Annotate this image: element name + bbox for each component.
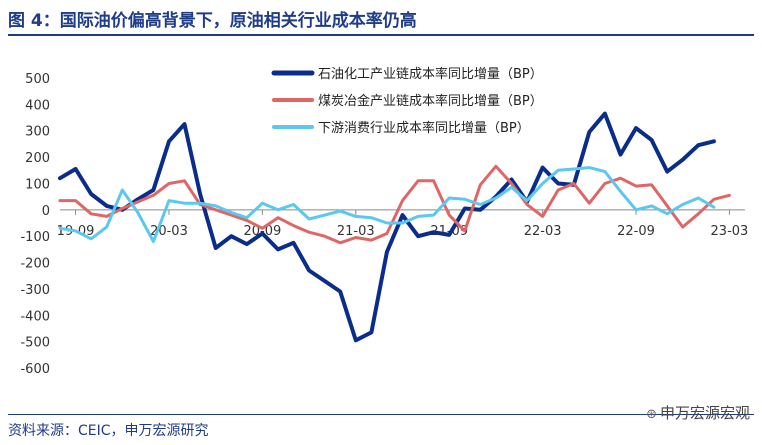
y-tick-label: -500 [20,336,50,351]
series-line-3 [58,166,716,243]
y-tick-label: -400 [20,309,50,324]
legend: 石油化工产业链成本率同比增量（BP） 煤炭冶金产业链成本率同比增量（BP） 下游消费… [271,66,543,136]
y-axis-ticks: 500 400 300 200 100 0 -100 -200 -300 -400 -500 -600 [20,72,50,377]
source-note: 资料来源：CEIC，申万宏源研究 [8,423,209,439]
watermark-text: 申万宏源宏观 [659,404,750,422]
x-tick-label: 22-09 [617,224,655,239]
series-line-1 [58,111,716,343]
legend-label-3: 下游消费行业成本率同比增量（BP） [318,120,530,136]
y-tick-label: 400 [25,98,50,113]
x-tick-label: 21-03 [337,224,375,239]
y-tick-label: -600 [20,362,50,377]
y-tick-label: -300 [20,283,50,298]
y-tick-label: -200 [20,257,50,272]
y-tick-label: 200 [25,151,50,166]
x-tick-label: 22-03 [524,224,562,239]
y-tick-label: -100 [20,230,50,245]
title-underline [8,34,754,36]
x-tick-label: 23-03 [711,224,749,239]
watermark: ⊛ 申万宏源宏观 [646,402,750,423]
wechat-icon: ⊛ [646,407,657,422]
series-line-2 [58,164,731,245]
legend-label-1: 石油化工产业链成本率同比增量（BP） [318,66,543,82]
y-tick-label: 0 [42,204,50,219]
legend-label-2: 煤炭冶金产业链成本率同比增量（BP） [318,93,543,109]
y-tick-label: 100 [25,177,50,192]
x-tick-label: 20-09 [243,224,281,239]
chart-title: 图 4：国际油价偏高背景下，原油相关行业成本率仍高 [8,11,417,31]
series-layer [58,111,731,343]
y-tick-label: 500 [25,72,50,87]
y-tick-label: 300 [25,125,50,140]
source-divider [8,414,754,415]
